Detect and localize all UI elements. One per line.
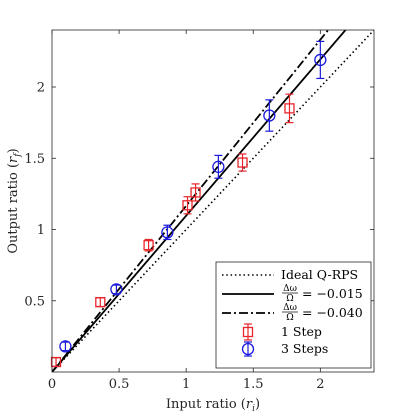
legend-marker-3-steps (241, 341, 255, 357)
circle-marker (59, 340, 72, 353)
y-tick-label: 1 (37, 223, 45, 238)
y-axis-label: Output ratio (rf) (6, 148, 23, 253)
x-tick-label: 1 (182, 377, 190, 392)
data-point (143, 238, 154, 252)
square-marker (95, 297, 106, 308)
square-marker (143, 240, 154, 251)
data-points (50, 40, 327, 368)
line-dashdot-2 (52, 30, 330, 372)
data-point (161, 224, 174, 241)
legend-frac-num-1: Δω (283, 284, 297, 294)
legend-label-ideal: Ideal Q-RPS (281, 267, 358, 282)
y-tick-label: 2 (37, 81, 45, 96)
data-point (182, 196, 193, 215)
axis-ticks: 0 0.5 1 1.5 2 0.5 1 1.5 2 (24, 30, 374, 392)
legend-frac-den-2: Ω (286, 313, 293, 323)
circle-marker (212, 160, 225, 173)
square-marker (182, 200, 193, 211)
line-dotted-0 (52, 30, 374, 372)
plot-frame (51, 29, 375, 373)
data-point (314, 40, 327, 80)
legend-label-1-step: 1 Step (281, 324, 322, 339)
x-tick-label: 2 (316, 377, 324, 392)
legend-frac-den-1: Ω (286, 294, 293, 304)
square-marker (50, 356, 62, 368)
legend-marker-1-step (242, 323, 254, 341)
square-marker (284, 103, 295, 114)
data-point (59, 340, 72, 353)
series-3-steps (59, 40, 327, 353)
data-point (284, 93, 295, 124)
legend-frac-num-2: Δω (283, 303, 297, 313)
data-point (110, 283, 123, 296)
x-tick-label: 0 (48, 377, 56, 392)
x-tick-label: 1.5 (243, 377, 264, 392)
series-1-step (50, 93, 295, 368)
y-tick-label: 1.5 (24, 152, 45, 167)
circle-marker (314, 53, 327, 67)
legend: Ideal Q-RPS Δω Ω = −0.015 Δω Ω = −0.040 … (215, 261, 372, 369)
data-point (263, 99, 276, 132)
data-point (190, 183, 201, 202)
legend-box (215, 261, 372, 369)
x-tick-label: 0.5 (109, 377, 130, 392)
circle-marker (263, 109, 276, 122)
legend-value-1: = −0.015 (302, 286, 363, 301)
legend-value-2: = −0.040 (302, 305, 363, 320)
data-point (212, 154, 225, 179)
legend-label-3-steps: 3 Steps (281, 341, 328, 356)
x-axis-label: Input ratio (ri) (166, 397, 260, 414)
square-marker (190, 187, 201, 198)
data-point (50, 356, 62, 368)
data-point (95, 297, 106, 308)
y-tick-label: 0.5 (24, 294, 45, 309)
square-marker (237, 157, 248, 168)
data-point (237, 153, 248, 172)
circle-marker (110, 283, 123, 296)
circle-marker (161, 226, 174, 239)
